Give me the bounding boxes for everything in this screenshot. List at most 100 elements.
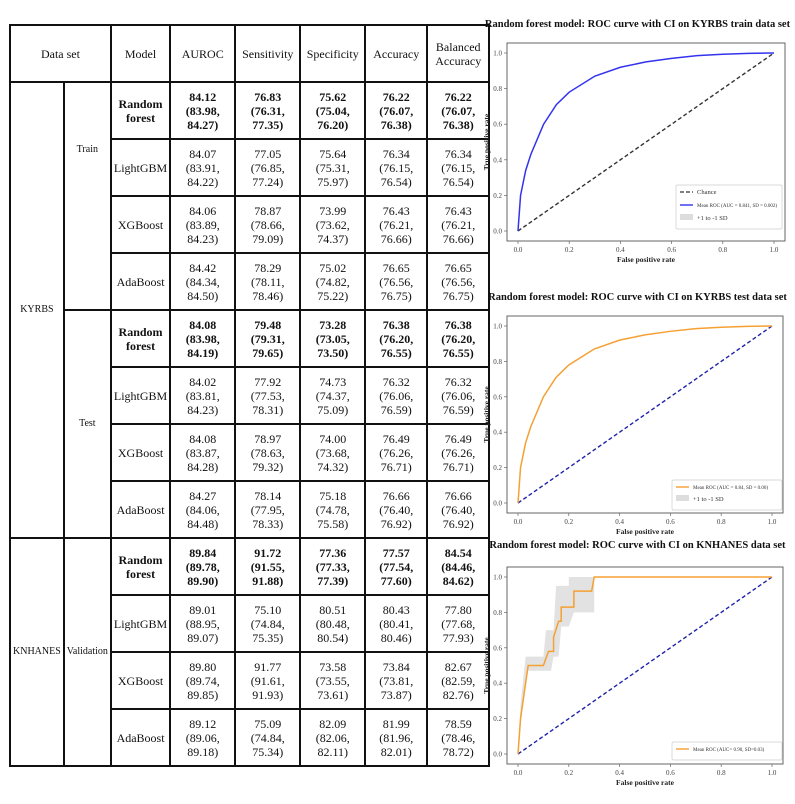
y-tick-label: 0.2 bbox=[493, 464, 502, 472]
dataset-split-cell: Validation bbox=[62, 537, 112, 767]
specificity-cell: 75.64 (75.31, 75.97) bbox=[299, 138, 367, 197]
y-tick-label: 0.8 bbox=[493, 609, 502, 617]
specificity-cell: 75.62 (75.04, 76.20) bbox=[299, 81, 367, 140]
sensitivity-cell: 79.48 (79.31, 79.65) bbox=[234, 309, 302, 368]
auroc-cell: 84.07 (83.91, 84.22) bbox=[169, 138, 237, 197]
model-cell: AdaBoost bbox=[109, 252, 172, 311]
mean-roc-line bbox=[517, 576, 772, 755]
accuracy-cell: 76.38 (76.20, 76.55) bbox=[364, 309, 429, 368]
model-cell: XGBoost bbox=[109, 423, 172, 482]
accuracy-cell: 73.84 (73.81, 73.87) bbox=[364, 651, 429, 710]
x-tick-label: 0.8 bbox=[718, 246, 727, 254]
x-tick-label: 0.0 bbox=[514, 769, 523, 777]
x-tick-label: 0.2 bbox=[565, 246, 574, 254]
balanced-accuracy-cell: 77.80 (77.68, 77.93) bbox=[426, 594, 491, 653]
specificity-cell: 80.51 (80.48, 80.54) bbox=[299, 594, 367, 653]
specificity-cell: 74.73 (74.37, 75.09) bbox=[299, 366, 367, 425]
y-axis-label: True positive rate bbox=[482, 113, 491, 170]
y-tick-label: 0.8 bbox=[493, 358, 502, 366]
accuracy-cell: 76.22 (76.07, 76.38) bbox=[364, 81, 429, 140]
sensitivity-cell: 78.97 (78.63, 79.32) bbox=[234, 423, 302, 482]
x-tick-label: 0.6 bbox=[666, 769, 675, 777]
table-row: AdaBoost 89.12 (89.06, 89.18) 75.09 (74.84… bbox=[10, 708, 491, 767]
sensitivity-cell: 77.92 (77.53, 78.31) bbox=[234, 366, 302, 425]
legend-label: Chance bbox=[697, 189, 717, 196]
table-row: KYRBS Train Random forest 84.12 (83.98, 84.… bbox=[9, 81, 491, 539]
table-row: XGBoost 84.08 (83.87, 84.28) 78.97 (78.63,… bbox=[10, 423, 491, 482]
legend-box bbox=[675, 184, 783, 230]
balanced-accuracy-cell: 76.43 (76.21, 76.66) bbox=[426, 195, 491, 254]
dataset-group-cell: KYRBS bbox=[9, 81, 65, 539]
model-cell: XGBoost bbox=[109, 651, 172, 710]
model-cell: Random forest bbox=[109, 309, 172, 368]
header-dataset: Data set bbox=[9, 24, 112, 83]
chart-title: Random forest model: ROC curve with CI o… bbox=[488, 292, 787, 303]
balanced-accuracy-cell: 76.32 (76.06, 76.59) bbox=[426, 366, 491, 425]
y-tick-label: 1.0 bbox=[493, 50, 502, 58]
y-tick-label: 0.2 bbox=[493, 715, 502, 723]
accuracy-cell: 76.34 (76.15, 76.54) bbox=[364, 138, 429, 197]
header-sensitivity: Sensitivity bbox=[234, 24, 302, 83]
y-tick-label: 0.8 bbox=[493, 85, 502, 93]
balanced-accuracy-cell: 76.34 (76.15, 76.54) bbox=[426, 138, 491, 197]
x-tick-label: 1.0 bbox=[768, 518, 777, 526]
table-row: KNHANES Validation Random forest 89.84 (89.… bbox=[9, 537, 491, 767]
auroc-cell: 89.84 (89.78, 89.90) bbox=[169, 537, 237, 596]
balanced-accuracy-cell: 76.22 (76.07, 76.38) bbox=[426, 81, 491, 140]
y-tick-label: 0.2 bbox=[493, 192, 502, 200]
sensitivity-cell: 75.10 (74.84, 75.35) bbox=[234, 594, 302, 653]
header-row: Data set Model AUROC Sensitivity Specifi… bbox=[9, 24, 491, 83]
balanced-accuracy-cell: 76.65 (76.56, 76.75) bbox=[426, 252, 491, 311]
header-balanced-accuracy: Balanced Accuracy bbox=[426, 24, 491, 83]
x-tick-label: 0.4 bbox=[615, 769, 624, 777]
table-row: LightGBM 84.07 (83.91, 84.22) 77.05 (76.85… bbox=[10, 138, 491, 197]
auroc-cell: 89.80 (89.74, 89.85) bbox=[169, 651, 237, 710]
y-tick-label: 1.0 bbox=[493, 574, 502, 582]
x-tick-label: 0.4 bbox=[615, 518, 624, 526]
table-row: AdaBoost 84.42 (84.34, 84.50) 78.29 (78.11… bbox=[10, 252, 491, 311]
roc-chart-knhanes: Random forest model: ROC curve with CI o… bbox=[480, 537, 795, 795]
mean-roc-line bbox=[517, 52, 775, 232]
specificity-cell: 75.18 (74.78, 75.58) bbox=[299, 480, 367, 539]
sensitivity-cell: 77.05 (76.85, 77.24) bbox=[234, 138, 302, 197]
sensitivity-cell: 75.09 (74.84, 75.34) bbox=[234, 708, 302, 767]
sensitivity-cell: 76.83 (76.31, 77.35) bbox=[234, 81, 302, 140]
legend-band-swatch bbox=[676, 495, 689, 501]
legend-label: Mean ROC (AUC = 0.84, SD = 0.00) bbox=[693, 486, 768, 491]
accuracy-cell: 77.57 (77.54, 77.60) bbox=[364, 537, 429, 596]
y-tick-label: 0.4 bbox=[493, 680, 502, 688]
x-tick-label: 0.2 bbox=[564, 769, 573, 777]
header-auroc: AUROC bbox=[169, 24, 237, 83]
plot-area bbox=[506, 566, 784, 765]
balanced-accuracy-cell: 76.49 (76.26, 76.71) bbox=[426, 423, 491, 482]
auroc-cell: 89.12 (89.06, 89.18) bbox=[169, 708, 237, 767]
balanced-accuracy-cell: 78.59 (78.46, 78.72) bbox=[426, 708, 491, 767]
sensitivity-cell: 91.77 (91.61, 91.93) bbox=[234, 651, 302, 710]
specificity-cell: 75.02 (74.82, 75.22) bbox=[299, 252, 367, 311]
specificity-cell: 73.99 (73.62, 74.37) bbox=[299, 195, 367, 254]
auroc-cell: 84.02 (83.81, 84.23) bbox=[169, 366, 237, 425]
model-cell: Random forest bbox=[109, 81, 172, 140]
model-cell: LightGBM bbox=[109, 138, 172, 197]
specificity-cell: 73.28 (73.05, 73.50) bbox=[299, 309, 367, 368]
y-tick-label: 0.0 bbox=[493, 228, 502, 236]
y-tick-label: 0.6 bbox=[493, 644, 502, 652]
table-row: XGBoost 89.80 (89.74, 89.85) 91.77 (91.61,… bbox=[10, 651, 491, 710]
y-axis-label: True positive rate bbox=[482, 637, 491, 694]
legend-label: Mean ROC (AUC = 0.841, SD = 0.002) bbox=[697, 204, 777, 209]
x-tick-label: 0.8 bbox=[717, 769, 726, 777]
dataset-group-cell: KNHANES bbox=[9, 537, 65, 767]
header-accuracy: Accuracy bbox=[364, 24, 429, 83]
accuracy-cell: 76.49 (76.26, 76.71) bbox=[364, 423, 429, 482]
y-tick-label: 0.4 bbox=[493, 156, 502, 164]
model-cell: LightGBM bbox=[109, 594, 172, 653]
accuracy-cell: 76.43 (76.21, 76.66) bbox=[364, 195, 429, 254]
sensitivity-cell: 78.87 (78.66, 79.09) bbox=[234, 195, 302, 254]
legend-box bbox=[671, 479, 783, 511]
model-cell: AdaBoost bbox=[109, 708, 172, 767]
x-tick-label: 1.0 bbox=[768, 769, 777, 777]
y-tick-label: 0.4 bbox=[493, 429, 502, 437]
auroc-cell: 84.08 (83.98, 84.19) bbox=[169, 309, 237, 368]
accuracy-cell: 76.32 (76.06, 76.59) bbox=[364, 366, 429, 425]
specificity-cell: 82.09 (82.06, 82.11) bbox=[299, 708, 367, 767]
